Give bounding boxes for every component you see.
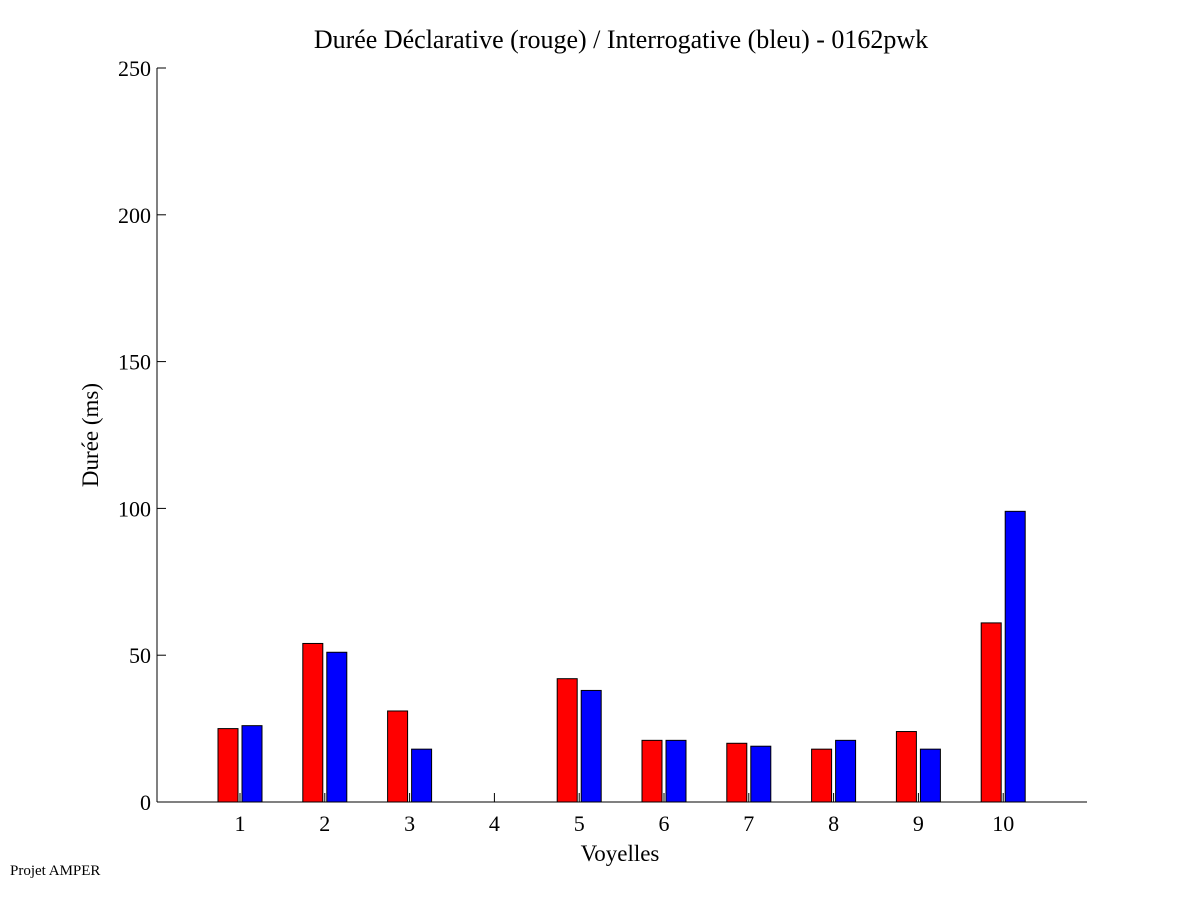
bar-series2-8 [835, 739, 857, 803]
x-tick-label: 6 [659, 811, 670, 836]
bar-series1-3 [387, 710, 409, 803]
bar-series2-1 [241, 725, 263, 803]
x-tick-label: 5 [574, 811, 585, 836]
y-axis-label: Durée (ms) [78, 383, 103, 487]
bar-series2-3 [411, 748, 433, 803]
bar-series1-8 [811, 748, 833, 803]
bar-series1-6 [641, 739, 663, 803]
bar-series2-5 [580, 689, 602, 803]
x-tick-label: 10 [992, 811, 1014, 836]
bars-group [217, 510, 1026, 803]
footer-text: Projet AMPER [10, 863, 101, 879]
x-tick-label: 2 [319, 811, 330, 836]
chart-title: Durée Déclarative (rouge) / Interrogativ… [314, 25, 928, 54]
bar-series1-1 [217, 728, 239, 803]
x-ticks-group: 1 2 3 4 5 6 7 8 9 10 [235, 793, 1014, 836]
bar-series2-6 [665, 739, 687, 803]
x-tick-label: 1 [235, 811, 246, 836]
x-tick-label: 9 [913, 811, 924, 836]
bar-series2-9 [919, 748, 941, 803]
bar-series2-10 [1004, 510, 1026, 803]
y-tick-label: 150 [118, 350, 151, 375]
y-tick-label: 100 [118, 496, 151, 521]
bar-series1-7 [726, 742, 748, 803]
x-axis-label: Voyelles [581, 841, 660, 866]
y-ticks-group: 0 50 100 150 200 250 [118, 56, 166, 815]
bar-series1-10 [980, 622, 1002, 803]
x-tick-label: 7 [743, 811, 754, 836]
y-tick-label: 50 [129, 643, 151, 668]
x-tick-label: 3 [404, 811, 415, 836]
bar-series2-7 [750, 745, 772, 803]
bar-series2-2 [326, 651, 348, 803]
x-tick-label: 8 [828, 811, 839, 836]
y-tick-label: 200 [118, 203, 151, 228]
bar-series1-9 [895, 731, 917, 803]
bar-series1-5 [556, 678, 578, 803]
y-tick-label: 0 [140, 790, 151, 815]
y-tick-label: 250 [118, 56, 151, 81]
x-tick-label: 4 [489, 811, 500, 836]
bar-series1-2 [302, 642, 324, 803]
